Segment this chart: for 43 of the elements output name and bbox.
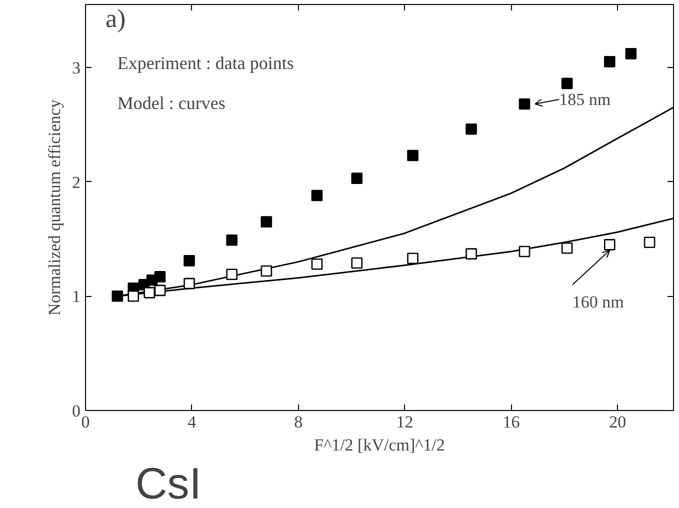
annotation: Experiment : data points — [117, 53, 294, 74]
point — [351, 172, 363, 184]
annotation: Model : curves — [117, 93, 226, 114]
point — [184, 278, 195, 290]
point — [518, 98, 530, 110]
point — [644, 236, 656, 248]
point — [154, 284, 166, 296]
point — [604, 56, 616, 68]
point — [466, 124, 477, 135]
point — [184, 255, 195, 266]
point — [407, 252, 418, 264]
point — [561, 78, 573, 90]
point — [226, 268, 238, 280]
point — [154, 271, 166, 282]
point — [311, 190, 323, 202]
point — [311, 258, 323, 270]
annotation: 185 nm — [559, 90, 611, 109]
x-tick-label: 12 — [396, 412, 414, 432]
y-tick-label: 1 — [72, 287, 80, 306]
text: CsI — [136, 460, 202, 508]
point — [351, 257, 363, 269]
x-tick-label: 20 — [609, 412, 626, 432]
point — [260, 216, 272, 228]
point — [226, 234, 238, 246]
y-tick-label: 3 — [72, 58, 80, 78]
point — [518, 246, 530, 258]
x-tick-label: 8 — [294, 412, 303, 432]
point — [407, 150, 418, 162]
point — [466, 248, 477, 260]
point — [604, 239, 616, 250]
point — [112, 290, 124, 302]
point — [625, 48, 637, 60]
x-tick-label: 16 — [502, 412, 520, 432]
point — [561, 242, 573, 254]
x-axis-title: F^1/2 [kV/cm]^1/2 — [314, 436, 445, 454]
annotation: 160 nm — [572, 292, 624, 312]
y-axis-title: Normalized quantum efficiency — [45, 99, 64, 316]
annotation: a) — [105, 4, 126, 34]
point — [260, 265, 272, 277]
point — [144, 287, 156, 298]
point — [128, 290, 140, 302]
y-tick-label: 2 — [72, 172, 80, 192]
x-tick-label: 4 — [188, 412, 197, 432]
